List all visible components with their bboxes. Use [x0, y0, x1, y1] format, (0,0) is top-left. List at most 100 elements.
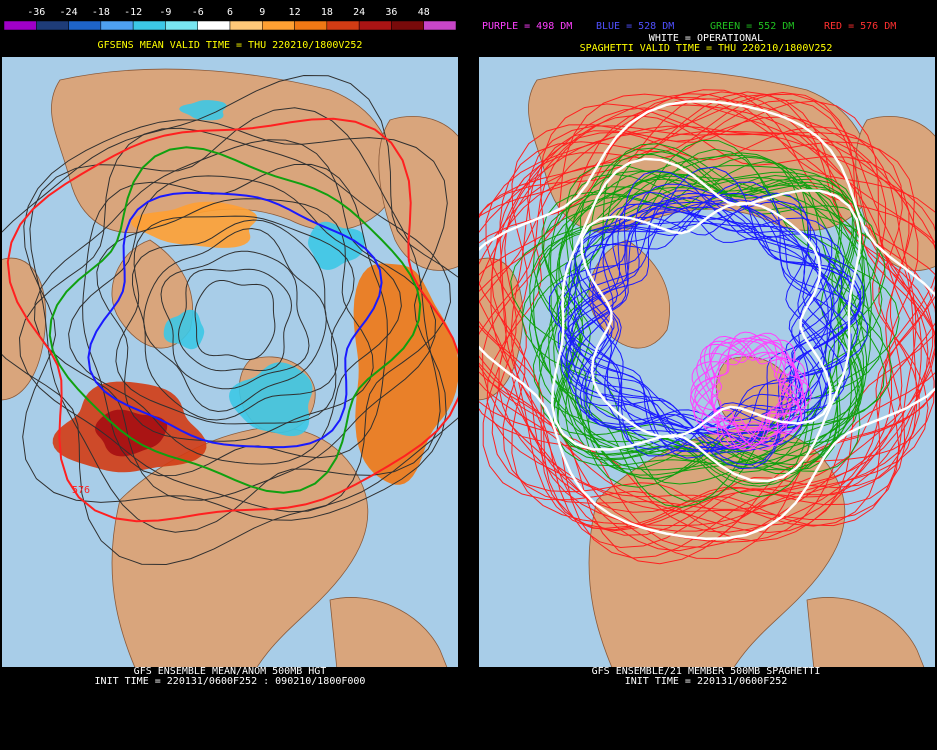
colorbar-cell: [326, 20, 360, 31]
contour-label: 576: [72, 485, 90, 496]
colorbar-cell: [3, 20, 37, 31]
member-contour: [567, 197, 845, 443]
member-contour: [699, 343, 809, 447]
member-contour: [571, 189, 859, 470]
left-panel: GFSENS MEAN VALID TIME = THU 220210/1800…: [2, 40, 458, 687]
contour: [22, 119, 448, 521]
member-contour: [482, 114, 910, 542]
member-contour: [491, 107, 915, 527]
member-contour: [548, 192, 852, 452]
operational-legend: WHITE = OPERATIONAL: [649, 33, 763, 44]
member-contour: [696, 341, 798, 451]
colorbar-label: 48: [418, 7, 430, 18]
member-contour: [566, 202, 852, 447]
legend-entry: BLUE = 528 DM: [596, 21, 674, 32]
member-contour: [558, 169, 865, 465]
colorbar: -36 -24 -18 -12 -9 -6 6 9 12 18 24 36 48: [3, 7, 457, 31]
member-contour: [538, 147, 857, 473]
member-contour: [479, 91, 935, 552]
colorbar-cell: [423, 20, 457, 31]
colorbar-cell: [68, 20, 102, 31]
anomaly: [353, 263, 458, 485]
colorbar-cell: [165, 20, 198, 31]
member-contour: [703, 340, 804, 451]
legend-entry: RED = 576 DM: [824, 21, 896, 32]
contour: [96, 198, 374, 442]
member-contour: [564, 202, 846, 453]
member-contour: [479, 104, 935, 543]
right-map: [479, 57, 935, 667]
member-contour: [479, 130, 929, 527]
operational-contour: [550, 157, 862, 483]
colorbar-label: -9: [159, 7, 171, 18]
contour: [87, 191, 383, 449]
colorbar-cell: [100, 20, 134, 31]
colorbar-label: 18: [321, 7, 333, 18]
member-contour: [521, 152, 900, 485]
member-contour: [532, 170, 886, 471]
member-contour: [479, 91, 935, 532]
member-contour: [690, 339, 796, 445]
member-contour: [532, 184, 863, 467]
member-contour: [479, 91, 935, 565]
colorbar-label: 9: [259, 7, 265, 18]
colorbar-cell: [197, 20, 231, 31]
colorbar-label: -6: [192, 7, 204, 18]
contour: [131, 219, 339, 421]
colorbar-label: -36: [27, 7, 45, 18]
colorbar-cell: [262, 20, 295, 31]
contour: [33, 139, 437, 501]
member-contour: [701, 340, 812, 435]
member-contour: [485, 125, 920, 510]
member-contour: [482, 103, 935, 527]
colorbar-cell: [294, 20, 328, 31]
member-contour: [591, 192, 835, 450]
member-contour: [566, 179, 866, 479]
legend: PURPLE = 498 DM BLUE = 528 DM GREEN = 552 …: [482, 21, 896, 32]
member-contour: [479, 94, 934, 559]
member-contour: [692, 332, 800, 439]
colorbar-label: 24: [353, 7, 365, 18]
colorbar-cell: [229, 20, 263, 31]
member-contour: [479, 96, 935, 560]
operational-contour: [580, 202, 832, 438]
contour: [115, 215, 355, 425]
contours: [2, 74, 458, 566]
anomaly: [308, 221, 365, 270]
operational-contour: [479, 100, 935, 540]
colorbar-label: 36: [385, 7, 397, 18]
anomaly: [229, 362, 313, 437]
anomaly: [131, 201, 258, 248]
legend-entry: PURPLE = 498 DM: [482, 21, 572, 32]
member-contour: [498, 116, 919, 513]
colorbar-label: -24: [60, 7, 78, 18]
left-footer: GFS ENSEMBLE MEAN/ANOM 500MB HGT: [134, 666, 327, 677]
left-footer: INIT TIME = 220131/0600F252 : 090210/180…: [95, 676, 366, 687]
contour: [48, 146, 422, 494]
right-title: SPAGHETTI VALID TIME = THU 220210/1800V2…: [580, 43, 833, 54]
contour: [160, 250, 310, 390]
colorbar-cell: [358, 20, 392, 31]
contour: [82, 163, 388, 477]
colorbar-cell: [132, 20, 166, 31]
member-contour: [479, 93, 935, 533]
member-contour: [560, 203, 843, 443]
contour: [68, 175, 402, 465]
right-footer: GFS ENSEMBLE/21 MEMBER 500MB SPAGHETTI: [592, 666, 821, 677]
member-contour: [693, 334, 807, 432]
right-panel: PURPLE = 498 DM BLUE = 528 DM GREEN = 552 …: [479, 21, 935, 687]
colorbar-label: 12: [289, 7, 301, 18]
member-contour: [479, 89, 935, 548]
colorbar-cell: [36, 20, 69, 31]
contour: [194, 280, 276, 360]
member-contour: [694, 331, 802, 435]
colorbar-label: 6: [227, 7, 233, 18]
colorbar-label: -12: [124, 7, 142, 18]
colorbar-cell: [391, 20, 424, 31]
anomaly: [163, 309, 205, 350]
spaghetti: [479, 89, 935, 565]
right-footer: INIT TIME = 220131/0600F252: [625, 676, 788, 687]
colorbar-label: -18: [92, 7, 110, 18]
contour: [2, 74, 458, 566]
